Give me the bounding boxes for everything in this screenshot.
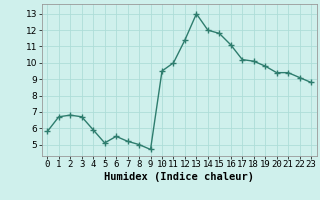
X-axis label: Humidex (Indice chaleur): Humidex (Indice chaleur) [104, 172, 254, 182]
